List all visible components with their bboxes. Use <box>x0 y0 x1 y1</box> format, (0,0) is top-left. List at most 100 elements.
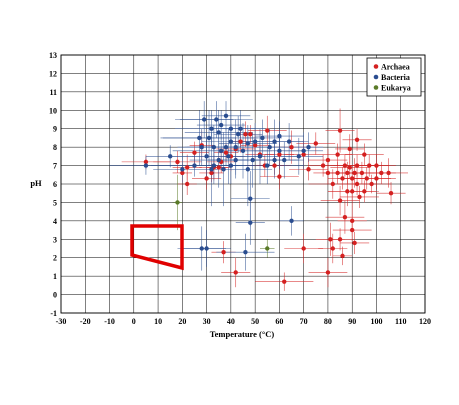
bacteria-point <box>267 144 272 150</box>
archaea-point <box>354 181 360 187</box>
archaea-point <box>325 157 331 163</box>
bacteria-point <box>209 167 214 172</box>
bacteria-point <box>260 135 265 141</box>
archaea-point <box>313 141 318 146</box>
archaea-point <box>386 170 391 176</box>
archaea-point <box>243 132 248 137</box>
bacteria-point <box>214 117 219 122</box>
bacteria-point <box>248 196 253 201</box>
bacteria-point <box>218 148 224 154</box>
archaea-point <box>301 246 306 251</box>
archaea-point <box>388 191 394 196</box>
bacteria-point <box>282 157 287 163</box>
archaea-point <box>369 181 374 187</box>
bacteria-point <box>257 154 263 159</box>
archaea-point <box>221 249 226 255</box>
archaea-point <box>359 170 365 176</box>
y-tick-label: 7 <box>53 162 57 171</box>
bacteria-point <box>272 139 277 144</box>
archaea-point <box>350 176 355 181</box>
archaea-point <box>350 189 355 194</box>
y-tick-label: 8 <box>53 143 57 152</box>
y-tick-label: 10 <box>49 106 57 115</box>
bacteria-point <box>199 246 204 251</box>
x-tick-label: 120 <box>419 317 431 326</box>
y-tick-label: -1 <box>50 309 57 318</box>
x-tick-label: 80 <box>324 317 332 326</box>
bacteria-point <box>180 167 185 172</box>
x-tick-label: 50 <box>251 317 259 326</box>
archaea-point <box>252 143 258 148</box>
archaea-point <box>233 270 238 275</box>
archaea-point <box>175 159 180 165</box>
bacteria-point <box>216 157 221 163</box>
bacteria-point <box>252 139 258 144</box>
bacteria-point <box>201 117 207 122</box>
legend-marker-bacteria <box>373 74 379 80</box>
archaea-point <box>337 237 343 242</box>
bacteria-point <box>209 126 214 131</box>
archaea-point <box>248 132 253 137</box>
archaea-point <box>357 194 362 200</box>
bacteria-point <box>204 154 209 159</box>
archaea-point <box>325 170 331 176</box>
archaea-point <box>362 189 367 194</box>
x-tick-label: 10 <box>154 317 162 326</box>
eukarya-point <box>265 246 270 251</box>
archaea-point <box>366 163 372 168</box>
bacteria-point <box>143 163 149 168</box>
x-tick-label: 20 <box>178 317 186 326</box>
archaea-point <box>335 170 340 176</box>
archaea-point <box>340 176 345 181</box>
archaea-point <box>374 163 379 168</box>
archaea-point <box>337 198 343 203</box>
y-tick-label: 13 <box>49 51 57 60</box>
bacteria-point <box>245 141 251 146</box>
x-tick-label: 60 <box>275 317 283 326</box>
archaea-point <box>289 144 294 150</box>
x-tick-label: 40 <box>227 317 235 326</box>
bacteria-point <box>277 133 282 139</box>
bacteria-point <box>245 167 251 172</box>
bacteria-point <box>233 144 238 150</box>
archaea-point <box>265 128 270 133</box>
archaea-point <box>282 279 287 284</box>
archaea-point <box>192 150 197 155</box>
legend-marker-archaea <box>373 64 379 69</box>
bacteria-point <box>286 139 292 144</box>
archaea-point <box>345 189 350 194</box>
x-tick-label: 0 <box>132 317 136 326</box>
bacteria-point <box>233 157 238 163</box>
archaea-point <box>340 253 345 259</box>
bacteria-point <box>211 163 217 168</box>
bacteria-point <box>289 218 294 224</box>
archaea-point <box>325 270 331 275</box>
archaea-point <box>352 240 357 246</box>
y-tick-label: 9 <box>53 125 57 134</box>
archaea-point <box>328 237 333 242</box>
x-tick-label: -10 <box>104 317 115 326</box>
bacteria-point <box>265 163 270 168</box>
bacteria-point <box>228 139 234 144</box>
archaea-point <box>330 181 335 187</box>
bacteria-point <box>218 122 224 128</box>
bacteria-point <box>228 126 234 131</box>
bacteria-point <box>228 163 234 168</box>
y-tick-label: 1 <box>53 272 57 281</box>
bacteria-point <box>223 144 229 150</box>
bacteria-point <box>211 144 217 150</box>
archaea-point <box>347 146 352 152</box>
x-tick-label: -30 <box>56 317 67 326</box>
bacteria-point <box>197 135 202 141</box>
data-points <box>143 113 394 284</box>
bacteria-point <box>221 167 226 172</box>
archaea-point <box>209 170 214 176</box>
x-tick-label: 70 <box>300 317 308 326</box>
bacteria-point <box>238 126 243 131</box>
bacteria-point <box>306 144 311 150</box>
archaea-point <box>301 152 306 157</box>
bacteria-point <box>223 113 229 119</box>
y-tick-label: 4 <box>53 217 57 226</box>
plot-frame <box>60 54 426 314</box>
archaea-point <box>362 152 367 157</box>
